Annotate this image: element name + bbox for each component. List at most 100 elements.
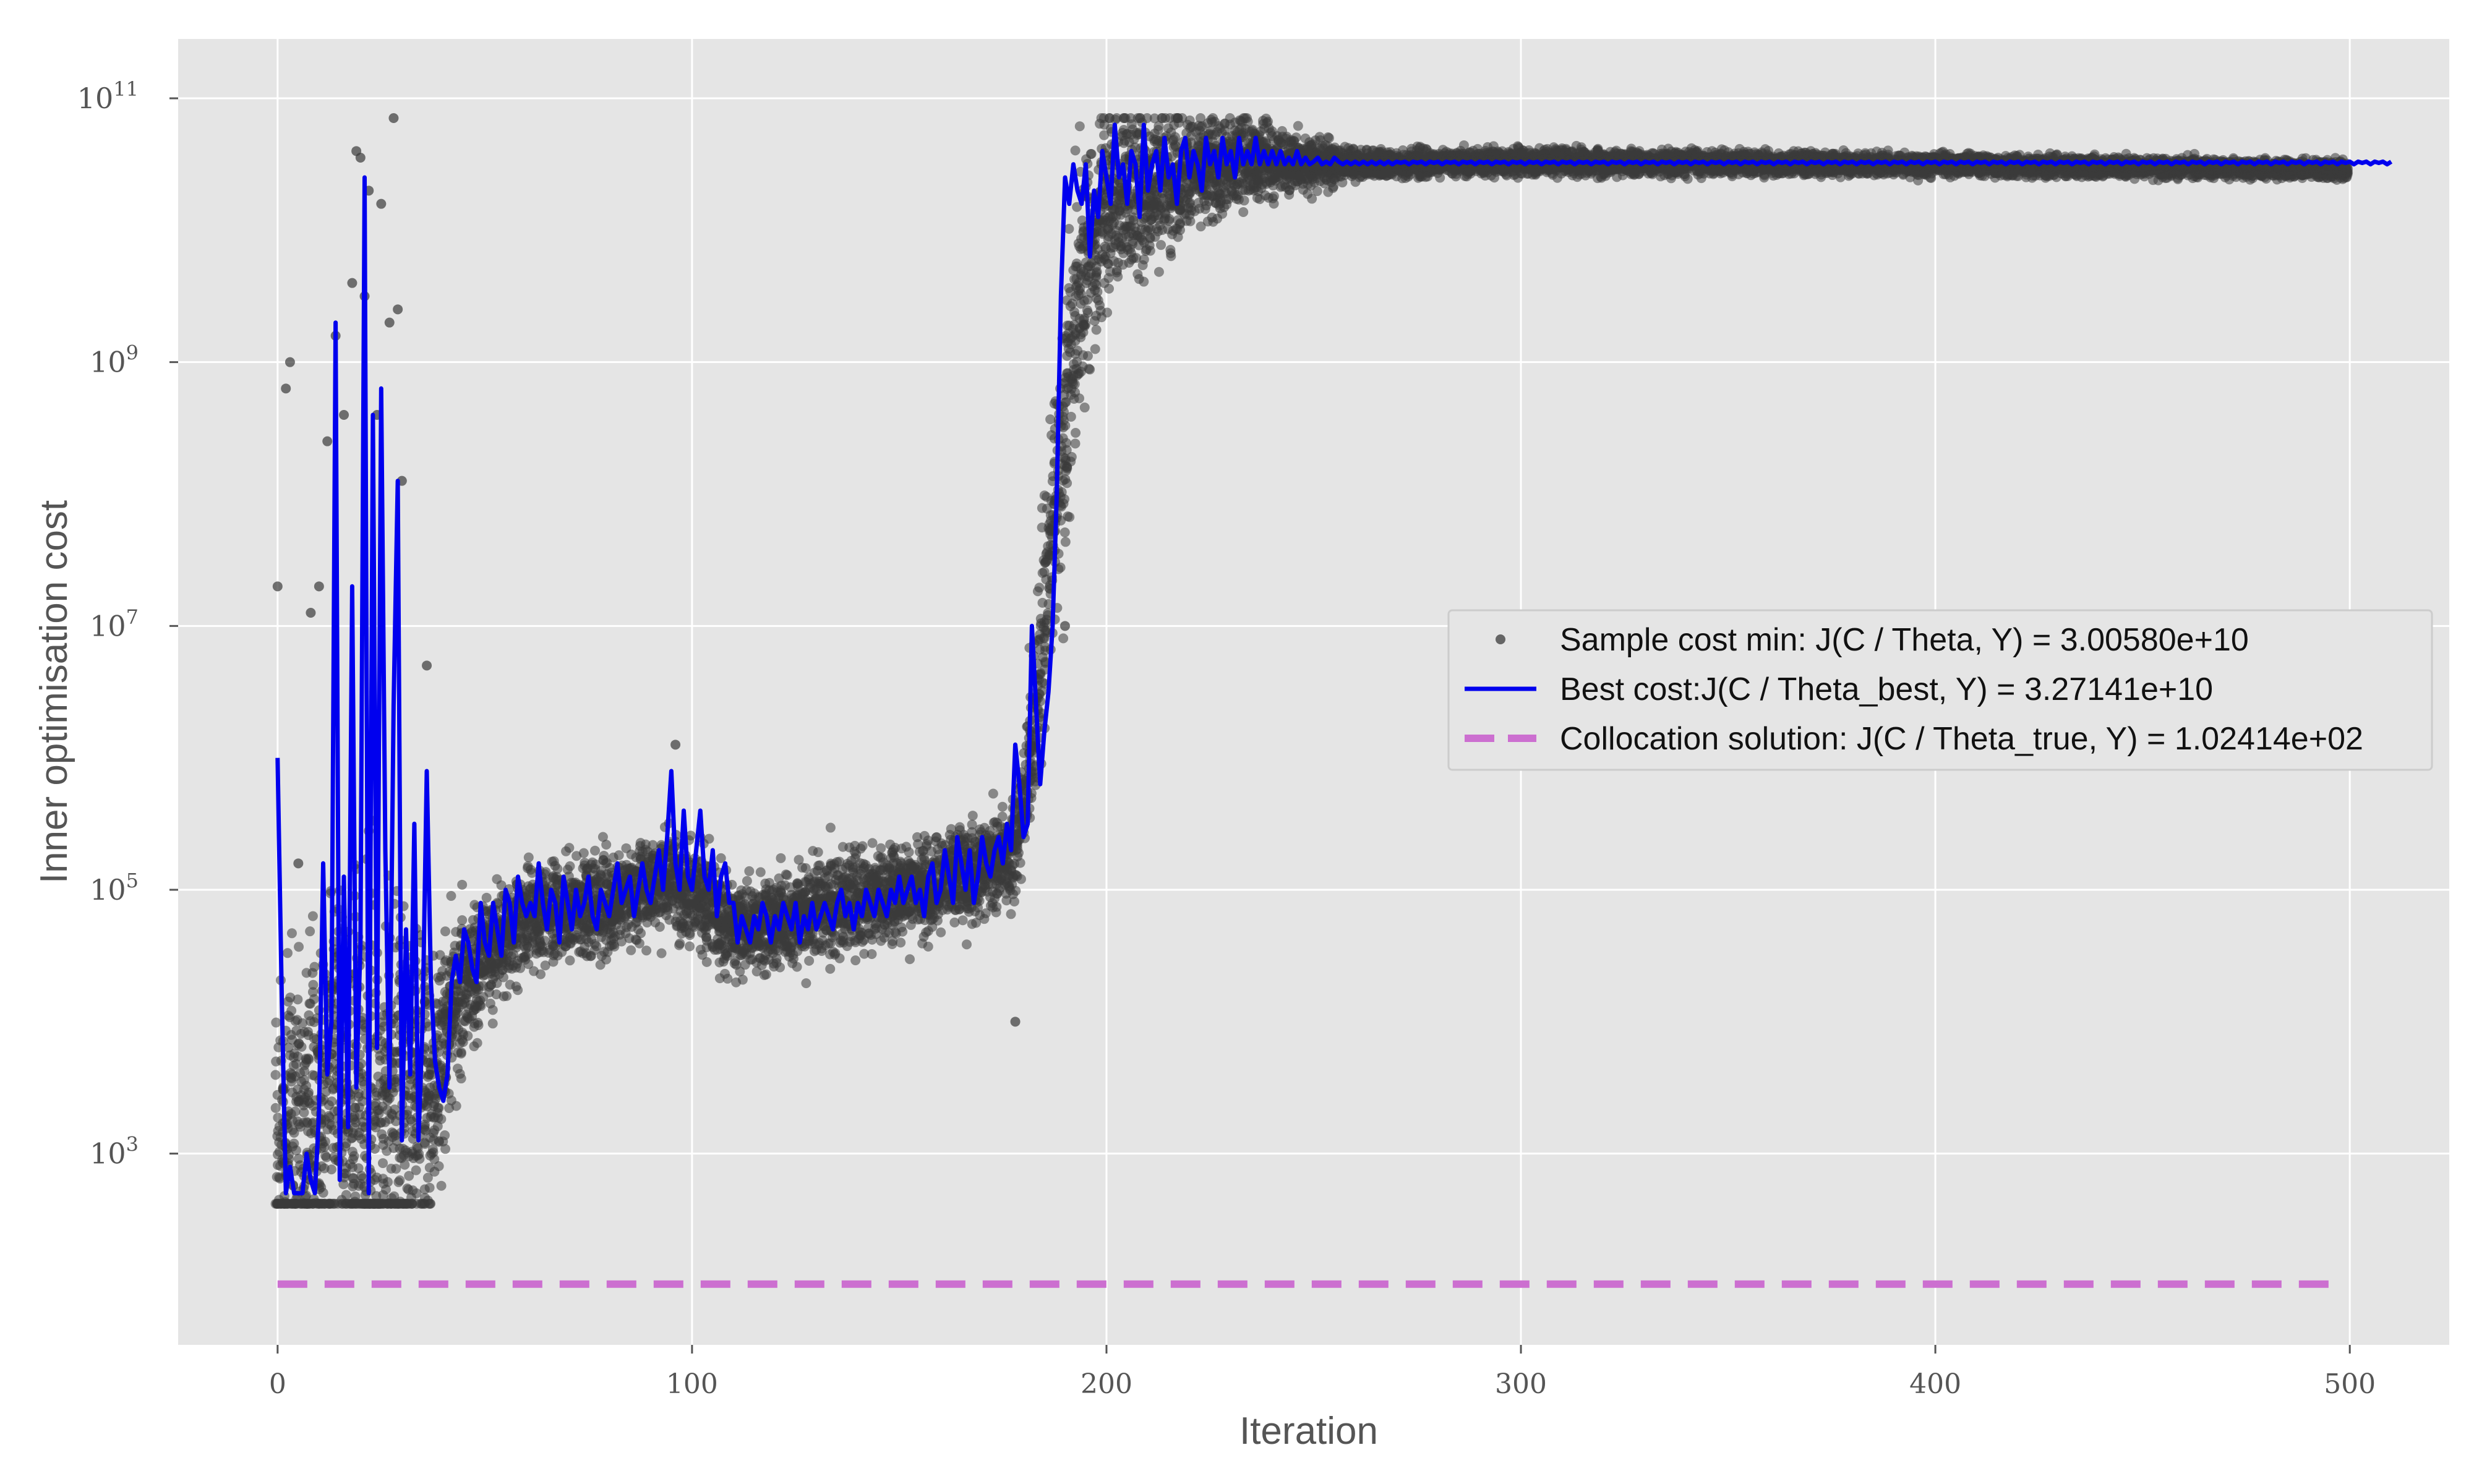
scatter-point — [285, 992, 296, 1003]
scatter-point — [755, 867, 766, 877]
scatter-point — [1062, 478, 1072, 488]
scatter-point — [1092, 286, 1103, 297]
scatter-point — [771, 953, 782, 964]
scatter-point — [320, 1151, 331, 1161]
scatter-point — [413, 1143, 423, 1153]
scatter-point — [794, 855, 804, 865]
scatter-point — [291, 1059, 301, 1069]
scatter-point — [1082, 294, 1093, 305]
scatter-point — [457, 915, 468, 926]
scatter-point — [825, 822, 836, 833]
scatter-point — [1059, 527, 1070, 538]
scatter-point — [641, 945, 652, 956]
scatter-point — [565, 955, 575, 966]
scatter-point — [564, 843, 575, 853]
scatter-point — [381, 1184, 392, 1195]
scatter-point — [1013, 848, 1024, 858]
scatter-point — [374, 1105, 384, 1115]
scatter-point — [997, 801, 1008, 812]
scatter-point — [1066, 411, 1076, 422]
scatter-point — [286, 1005, 297, 1016]
scatter-point — [299, 1107, 309, 1118]
scatter-point — [434, 1161, 444, 1172]
scatter-point — [293, 1051, 303, 1062]
scatter-point — [1037, 686, 1047, 696]
scatter-point — [536, 969, 546, 979]
scatter-point — [426, 1198, 436, 1209]
scatter-point — [1092, 267, 1102, 277]
scatter-point — [498, 972, 508, 983]
scatter-point — [850, 955, 861, 966]
scatter-point — [422, 1172, 433, 1183]
scatter-point — [876, 843, 886, 853]
scatter-point — [428, 1147, 439, 1158]
scatter-point — [1078, 319, 1089, 330]
scatter-point — [1009, 897, 1019, 907]
scatter-point — [487, 1005, 498, 1015]
scatter-point — [1085, 149, 1096, 160]
scatter-point — [957, 915, 968, 926]
scatter-point — [457, 879, 468, 890]
scatter-point — [316, 1161, 327, 1172]
scatter-point — [636, 928, 646, 939]
scatter-point — [988, 788, 998, 799]
scatter-point — [1070, 438, 1081, 449]
scatter-point — [308, 979, 319, 990]
scatter-point — [1085, 364, 1095, 375]
scatter-point — [326, 1164, 336, 1175]
scatter-point — [1062, 351, 1072, 361]
scatter-point — [440, 926, 451, 937]
scatter-point — [294, 942, 304, 952]
scatter-point — [271, 1017, 281, 1028]
scatter-point — [742, 876, 752, 886]
scatter-point — [1066, 383, 1077, 394]
scatter-point — [309, 1017, 319, 1027]
scatter-point — [487, 1018, 498, 1029]
scatter-point — [775, 962, 785, 973]
scatter-point — [513, 985, 523, 996]
scatter-point — [781, 869, 791, 880]
scatter-point — [424, 1069, 435, 1080]
scatter-point — [1006, 909, 1016, 919]
scatter-point — [421, 1125, 431, 1136]
scatter-point — [463, 1031, 473, 1041]
scatter-point — [309, 994, 319, 1004]
scatter-point — [626, 945, 636, 955]
scatter-point — [601, 840, 612, 850]
scatter-point — [654, 922, 665, 932]
scatter-point — [590, 845, 601, 856]
scatter-point — [377, 1129, 387, 1140]
scatter-point — [761, 969, 771, 979]
scatter-point — [270, 1102, 281, 1113]
scatter-point — [1090, 344, 1100, 354]
scatter-point — [1061, 462, 1072, 472]
scatter-point — [578, 848, 589, 858]
scatter-point — [744, 866, 755, 876]
scatter-point — [896, 937, 906, 948]
scatter-point — [992, 889, 1003, 899]
scatter-point — [270, 1070, 281, 1080]
scatter-point — [1058, 633, 1069, 644]
scatter-point — [936, 927, 946, 937]
scatter-point — [1060, 537, 1071, 547]
scatter-point — [704, 834, 714, 844]
scatter-point — [523, 852, 534, 863]
scatter-point — [923, 941, 933, 952]
scatter-point — [867, 949, 877, 959]
scatter-point — [303, 1090, 314, 1100]
scatter-point — [288, 1141, 298, 1152]
scatter-point — [1066, 451, 1077, 462]
scatter-point — [472, 1038, 482, 1048]
scatter-point — [1071, 428, 1081, 438]
scatter-point — [348, 1154, 358, 1164]
scatter-point — [979, 914, 990, 924]
scatter-point — [813, 847, 823, 858]
scatter-point — [411, 1188, 422, 1198]
scatter-point — [1076, 332, 1086, 343]
scatter-point — [525, 864, 536, 875]
scatter-point — [400, 1159, 410, 1170]
scatter-point — [901, 842, 912, 852]
scatter-point — [967, 811, 978, 821]
scatter-point — [391, 1164, 401, 1174]
scatter-point — [423, 1021, 434, 1032]
